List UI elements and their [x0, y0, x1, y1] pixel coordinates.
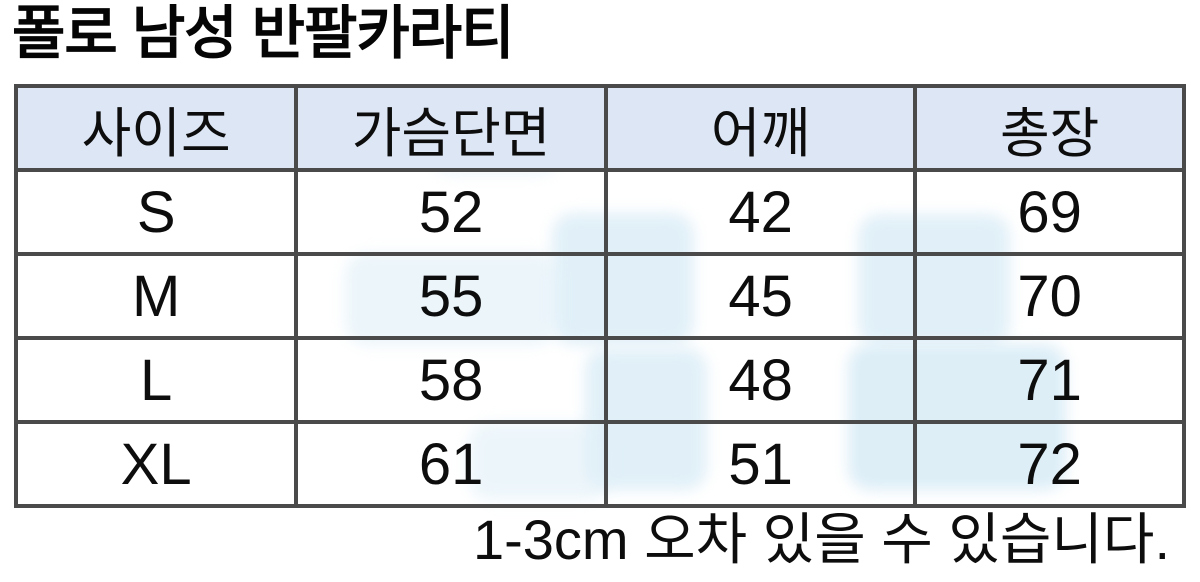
chest-cell: 55 — [294, 252, 608, 340]
chest-cell: 52 — [294, 168, 608, 256]
length-cell: 72 — [913, 420, 1186, 508]
table-row-m: M 55 45 70 — [13, 252, 1186, 340]
header-cell-length: 총장 — [913, 84, 1186, 172]
page-title: 폴로 남성 반팔카라티 — [12, 1, 514, 66]
length-cell: 70 — [913, 252, 1186, 340]
size-cell: XL — [13, 420, 299, 508]
chest-cell: 61 — [294, 420, 608, 508]
header-cell-shoulder: 어깨 — [603, 84, 918, 172]
table-row-s: S 52 42 69 — [13, 168, 1186, 256]
header-cell-chest: 가슴단면 — [294, 84, 608, 172]
size-cell: M — [13, 252, 299, 340]
tolerance-note: 1-3cm 오차 있을 수 있습니다. — [472, 508, 1170, 571]
shoulder-cell: 51 — [603, 420, 918, 508]
chest-cell: 58 — [294, 336, 608, 424]
length-cell: 69 — [913, 168, 1186, 256]
shoulder-cell: 42 — [603, 168, 918, 256]
table-row-l: L 58 48 71 — [13, 336, 1186, 424]
size-cell: L — [13, 336, 299, 424]
shoulder-cell: 48 — [603, 336, 918, 424]
header-cell-size: 사이즈 — [13, 84, 299, 172]
size-cell: S — [13, 168, 299, 256]
shoulder-cell: 45 — [603, 252, 918, 340]
table-row-xl: XL 61 51 72 — [13, 420, 1186, 508]
length-cell: 71 — [913, 336, 1186, 424]
size-chart-table: 사이즈 가슴단면 어깨 총장 S 52 42 69 M 55 45 70 L 5… — [13, 84, 1186, 508]
header-row: 사이즈 가슴단면 어깨 총장 — [13, 84, 1186, 172]
